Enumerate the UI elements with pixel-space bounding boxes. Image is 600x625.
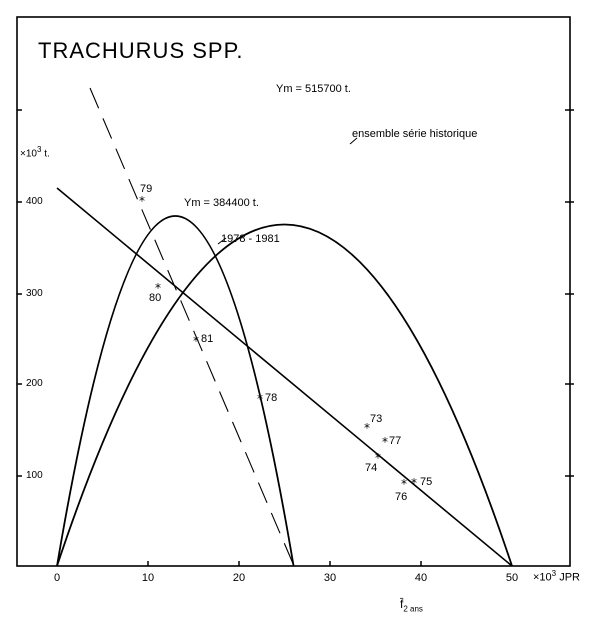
y-axis-ticks (17, 109, 22, 477)
svg-text:*: * (193, 334, 199, 348)
point-label-78: 78 (265, 392, 278, 404)
curve-historical-label: ensemble série historique (352, 128, 478, 140)
leader-recent (217, 237, 227, 245)
y-tick-300: 300 (26, 288, 43, 299)
y-tick-400: 400 (26, 196, 43, 207)
point-label-80: 80 (149, 292, 162, 304)
chart-title: TRACHURUS SPP. (38, 38, 244, 63)
svg-text:*: * (401, 477, 407, 491)
x-axis-ticks (147, 561, 422, 566)
x-axis-label: f̄2 ans (400, 597, 423, 614)
svg-text:*: * (375, 451, 381, 465)
curve-1978-1981 (56, 215, 295, 567)
plot-frame (16, 16, 571, 567)
leader-hist (349, 137, 358, 145)
x-tick-30: 30 (323, 572, 337, 584)
ym-historical-label: Ym = 515700 t. (276, 83, 351, 95)
curve-recent-label: 1978 - 1981 (221, 233, 280, 245)
regression-line-1978-1981 (89, 87, 295, 567)
regression-line-historical (56, 187, 513, 567)
y-tick-100: 100 (26, 470, 43, 481)
right-axis-ticks (565, 109, 574, 477)
x-tick-50: 50 (505, 572, 519, 584)
y-axis-unit: ×103 t. (20, 145, 50, 160)
y-tick-200: 200 (26, 378, 43, 389)
ym-recent-label: Ym = 384400 t. (184, 197, 259, 209)
svg-text:*: * (382, 435, 388, 449)
point-label-81: 81 (201, 333, 214, 345)
point-label-76: 76 (395, 491, 408, 503)
svg-text:*: * (139, 194, 145, 208)
curve-historical-series (56, 223, 513, 567)
x-tick-40: 40 (414, 572, 428, 584)
point-label-79: 79 (140, 183, 153, 195)
x-axis-unit: ×103 JPR (533, 569, 580, 584)
point-label-77: 77 (389, 435, 402, 447)
x-tick-10: 10 (141, 572, 155, 584)
x-tick-0: 0 (53, 572, 61, 584)
point-label-74: 74 (365, 462, 378, 474)
svg-text:*: * (411, 476, 417, 490)
svg-text:*: * (364, 421, 370, 435)
point-label-73: 73 (370, 413, 383, 425)
x-tick-20: 20 (232, 572, 246, 584)
svg-text:*: * (257, 392, 263, 406)
point-label-75: 75 (420, 476, 433, 488)
svg-text:*: * (155, 281, 161, 295)
observation-markers: * * * * * * * * * (139, 194, 417, 491)
